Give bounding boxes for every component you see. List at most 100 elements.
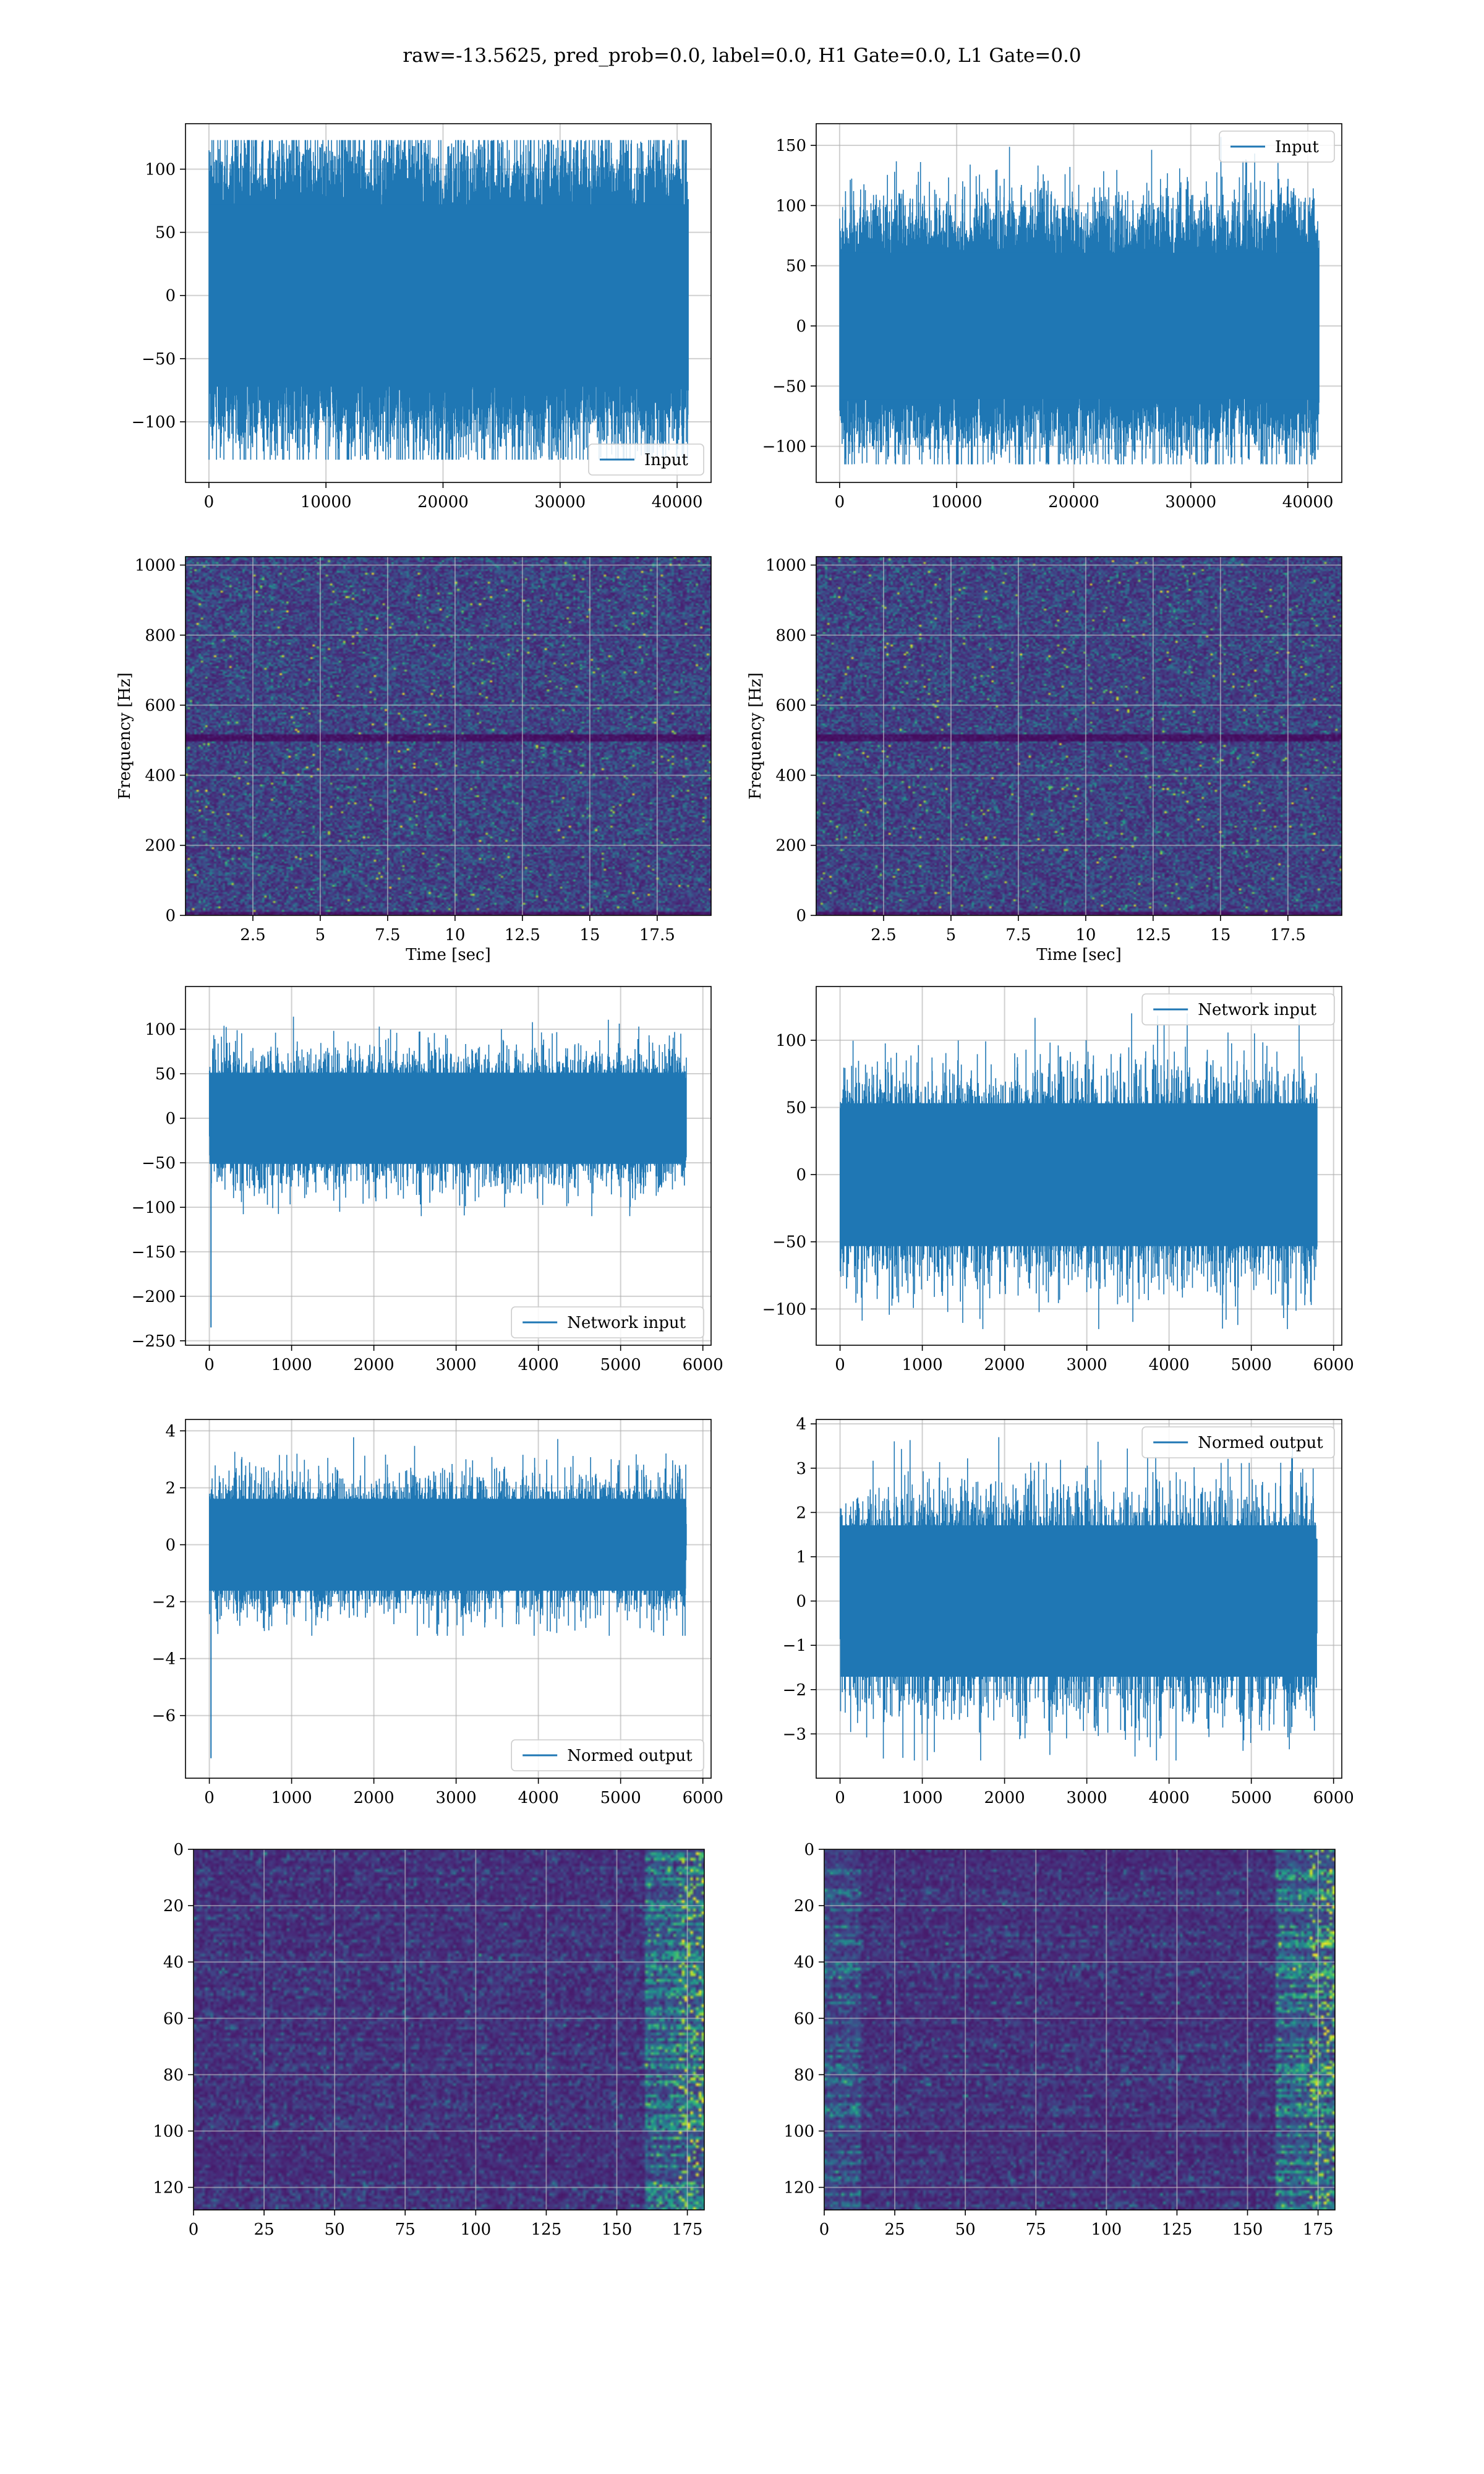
x-tick-label: 100 [461, 2220, 492, 2239]
legend-box [1219, 131, 1335, 163]
legend-label: Network input [1198, 1001, 1316, 1019]
x-tick-label: 1000 [271, 1789, 312, 1807]
x-tick-label: 0 [835, 1789, 845, 1807]
y-tick-label: 1 [796, 1548, 806, 1567]
panel-p51: 0 25 50 75 100 125 150 175 0 20 40 60 80 100 120 [153, 1841, 705, 2239]
x-tick-label: 2000 [984, 1356, 1025, 1374]
y-tick-label: 120 [153, 2179, 184, 2198]
y-tick-label: 100 [783, 2122, 814, 2141]
y-tick-label: −200 [132, 1288, 176, 1306]
ticks: 0 1000 2000 3000 4000 5000 6000 −3 −2 −1 0 1 2 3 4 [783, 1415, 1354, 1807]
y-tick-label: 0 [165, 1110, 176, 1128]
y-tick-label: −1 [783, 1637, 806, 1655]
y-tick-label: 0 [796, 1593, 806, 1611]
x-tick-label: 6000 [683, 1789, 723, 1807]
x-tick-label: 30000 [534, 493, 586, 511]
panel-p12: 0 10000 20000 30000 40000 −100 −50 0 50 100 150 Inp… [762, 123, 1342, 511]
y-tick-label: 3 [796, 1460, 806, 1478]
x-tick-label: 0 [204, 1789, 215, 1807]
x-tick-label: 2000 [354, 1356, 394, 1374]
panel-p41: 0 1000 2000 3000 4000 5000 6000 −6 −4 −2 0 2 4 Normed… [152, 1419, 723, 1807]
axes-frame [185, 556, 712, 916]
heatmap-image [186, 557, 711, 915]
plot-area [816, 557, 1342, 915]
y-tick-label: 0 [165, 907, 176, 925]
grid [194, 1849, 704, 2210]
y-tick-label: 600 [775, 696, 806, 715]
y-tick-label: −50 [772, 377, 806, 396]
x-tick-label: 3000 [436, 1356, 477, 1374]
y-tick-label: 20 [163, 1897, 184, 1915]
x-tick-label: 0 [835, 493, 845, 511]
y-axis-label: Frequency [Hz] [116, 672, 134, 800]
y-tick-label: −100 [132, 413, 176, 432]
plot-area [186, 557, 711, 915]
ticks: 2.5 5 7.5 10 12.5 15 17.5 0 200 400 600 800 1000 [765, 557, 1306, 944]
y-tick-label: −150 [132, 1243, 176, 1262]
legend-box [1141, 993, 1335, 1025]
y-tick-label: 50 [786, 257, 806, 276]
axes-frame [185, 1419, 712, 1779]
ticks: 0 10000 20000 30000 40000 −100 −50 0 50 100 [132, 161, 703, 511]
axes-frame [185, 123, 712, 483]
y-tick-label: 60 [794, 2010, 814, 2028]
y-tick-label: 2 [796, 1504, 806, 1522]
legend-label: Normed output [567, 1747, 693, 1765]
x-tick-label: 5 [315, 926, 326, 944]
ticks: 2.5 5 7.5 10 12.5 15 17.5 0 200 400 600 800 1000 [135, 557, 675, 944]
ticks: 0 25 50 75 100 125 150 175 0 20 40 60 80 100 120 [783, 1841, 1333, 2239]
x-tick-label: 5 [946, 926, 957, 944]
x-tick-label: 40000 [1282, 493, 1334, 511]
y-tick-label: 40 [163, 1953, 184, 1972]
ticks: 0 1000 2000 3000 4000 5000 6000 −100 −50 0 50 100 [762, 1032, 1354, 1374]
x-tick-label: 50 [325, 2220, 345, 2239]
legend: Network input [1141, 993, 1335, 1025]
panel-p52: 0 25 50 75 100 125 150 175 0 20 40 60 80 100 120 [783, 1841, 1336, 2239]
y-tick-label: 4 [796, 1415, 806, 1434]
x-tick-label: 20000 [417, 493, 469, 511]
x-tick-label: 25 [885, 2220, 905, 2239]
axes-frame [816, 123, 1342, 483]
legend: Input [1219, 131, 1335, 163]
x-tick-label: 6000 [1313, 1356, 1354, 1374]
y-tick-label: −2 [783, 1681, 806, 1700]
plot-area [194, 1849, 704, 2210]
x-tick-label: 2000 [984, 1789, 1025, 1807]
x-tick-label: 17.5 [639, 926, 675, 944]
grid [824, 1849, 1335, 2210]
x-tick-label: 1000 [271, 1356, 312, 1374]
y-tick-label: −50 [142, 1154, 176, 1173]
y-tick-label: 50 [155, 224, 176, 242]
legend-label: Normed output [1198, 1434, 1323, 1452]
grid [816, 557, 1342, 915]
x-tick-label: 125 [531, 2220, 562, 2239]
y-tick-label: 60 [163, 2010, 184, 2028]
x-tick-label: 12.5 [1135, 926, 1171, 944]
x-tick-label: 125 [1162, 2220, 1193, 2239]
y-tick-label: 100 [153, 2122, 184, 2141]
x-tick-label: 1000 [902, 1356, 943, 1374]
y-tick-label: 40 [794, 1953, 814, 1972]
axes-frame [816, 986, 1342, 1346]
grid [186, 557, 711, 915]
axes-frame [816, 1419, 1342, 1779]
x-tick-label: 10 [1075, 926, 1096, 944]
x-tick-label: 5000 [1231, 1356, 1272, 1374]
y-tick-label: 400 [775, 766, 806, 785]
y-tick-label: −50 [772, 1233, 806, 1252]
y-tick-label: 100 [145, 161, 176, 179]
heatmap-image [194, 1849, 704, 2210]
y-tick-label: 50 [786, 1099, 806, 1118]
figure-title: raw=-13.5625, pred_prob=0.0, label=0.0, … [403, 45, 1081, 67]
x-tick-label: 150 [1232, 2220, 1263, 2239]
x-tick-label: 5000 [600, 1789, 641, 1807]
y-tick-label: 100 [145, 1021, 176, 1039]
y-tick-label: 80 [794, 2066, 814, 2084]
y-tick-label: −50 [142, 350, 176, 369]
x-tick-label: 0 [189, 2220, 199, 2239]
y-tick-label: 150 [775, 137, 806, 155]
ticks: 0 25 50 75 100 125 150 175 0 20 40 60 80 100 120 [153, 1841, 702, 2239]
y-tick-label: 0 [804, 1841, 814, 1859]
plot-area [186, 987, 711, 1345]
axes-frame [816, 556, 1342, 916]
